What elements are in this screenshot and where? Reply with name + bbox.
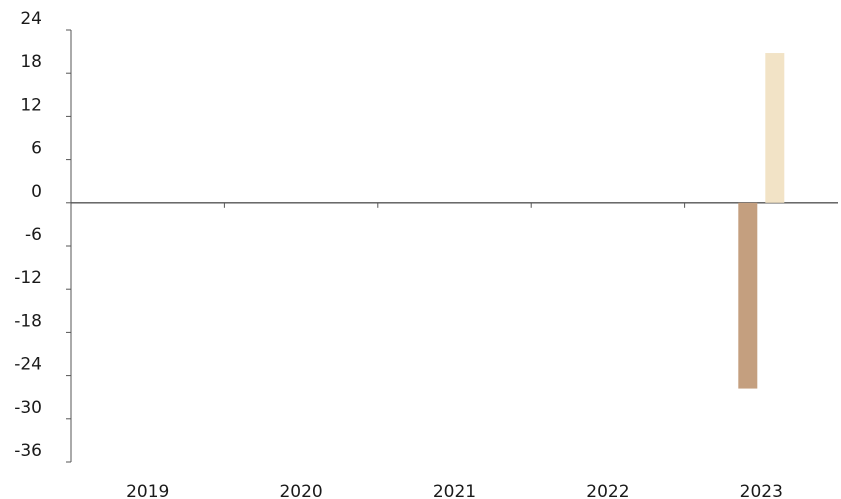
y-tick-label: 0 bbox=[31, 182, 42, 202]
x-axis: 2019 2020 2021 2022 2023 bbox=[71, 202, 838, 499]
y-tick-label: 6 bbox=[31, 139, 42, 159]
y-tick-label: -36 bbox=[14, 441, 42, 461]
y-tick-label: -30 bbox=[14, 398, 42, 418]
y-tick-label: -6 bbox=[25, 225, 42, 245]
y-tick-label: -18 bbox=[14, 311, 42, 331]
bars bbox=[738, 53, 785, 389]
y-axis: 24 18 12 6 0 -6 -12 -18 -24 -30 -36 bbox=[14, 9, 72, 463]
y-tick-label: -24 bbox=[14, 355, 42, 375]
y-tick-label: 12 bbox=[20, 95, 42, 115]
x-tick-label: 2023 bbox=[740, 482, 783, 499]
bar-series-1-2023 bbox=[738, 202, 758, 389]
y-tick-label: 24 bbox=[20, 9, 42, 29]
x-tick-label: 2019 bbox=[126, 482, 169, 499]
x-tick-label: 2021 bbox=[433, 482, 476, 499]
x-tick-label: 2020 bbox=[279, 482, 322, 499]
y-tick-label: 18 bbox=[20, 52, 42, 72]
bar-series-2-2023 bbox=[765, 53, 785, 203]
y-tick-label: -12 bbox=[14, 268, 42, 288]
x-tick-label: 2022 bbox=[586, 482, 629, 499]
